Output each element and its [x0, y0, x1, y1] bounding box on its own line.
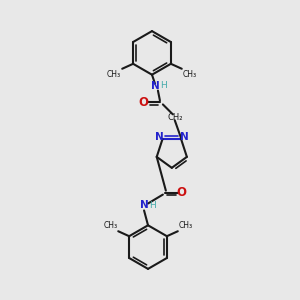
Text: O: O	[138, 96, 148, 109]
Text: CH₃: CH₃	[183, 70, 197, 79]
Text: N: N	[155, 132, 164, 142]
Text: N: N	[140, 200, 148, 211]
Text: CH₃: CH₃	[103, 221, 117, 230]
Text: H: H	[160, 81, 167, 90]
Text: CH₂: CH₂	[167, 113, 182, 122]
Text: CH₃: CH₃	[179, 221, 193, 230]
Text: CH₃: CH₃	[107, 70, 121, 79]
Text: H: H	[150, 201, 156, 210]
Text: N: N	[180, 132, 188, 142]
Text: O: O	[177, 186, 187, 199]
Text: N: N	[151, 81, 159, 91]
